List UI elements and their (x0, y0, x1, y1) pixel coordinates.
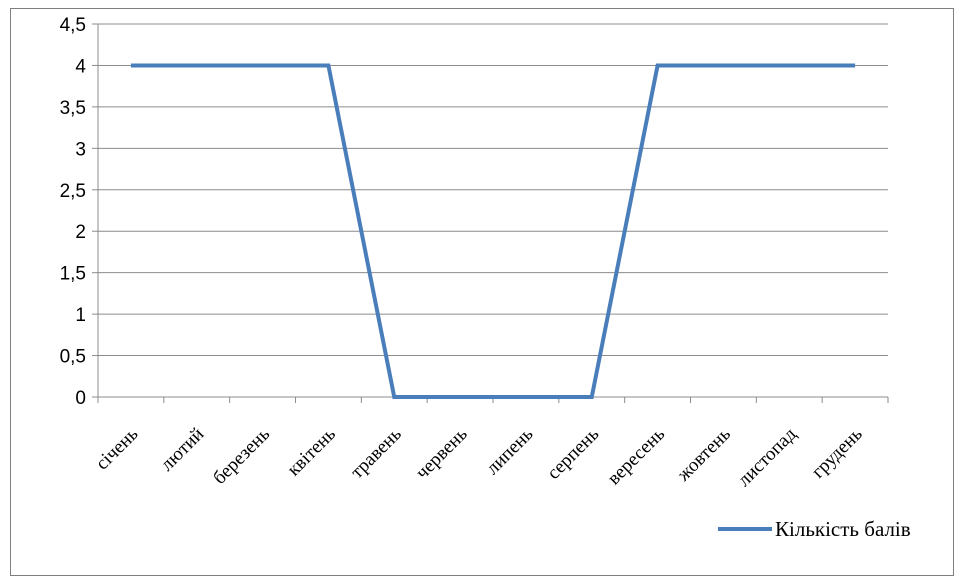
x-tick-label: березень (209, 423, 274, 488)
y-tick-label: 3 (75, 139, 86, 160)
y-tick-label: 0,5 (60, 347, 86, 368)
x-tick-label: грудень (808, 423, 867, 482)
x-tick-label: січень (92, 423, 143, 474)
y-tick-label: 0 (75, 388, 86, 409)
legend-label: Кількість балів (775, 517, 911, 541)
y-tick-label: 1 (75, 305, 86, 326)
y-tick-label: 1,5 (60, 264, 86, 285)
y-tick-label: 4 (75, 56, 86, 77)
y-tick-label: 3,5 (60, 98, 86, 119)
y-tick-label: 4,5 (60, 15, 86, 36)
x-tick-label: квітень (283, 423, 340, 480)
legend: Кількість балів (718, 517, 911, 541)
x-tick-label: травень (347, 423, 406, 482)
axes (92, 23, 889, 403)
y-tick-label: 2,5 (60, 181, 86, 202)
y-tick-label: 2 (75, 222, 86, 243)
x-axis-ticks: січень лютий березень квітень травень червень… (92, 423, 867, 490)
x-tick-label: жовтень (673, 423, 736, 486)
series-line (130, 63, 856, 399)
x-tick-label: вересень (604, 423, 670, 489)
x-tick-label: лютий (157, 424, 209, 476)
gridlines (98, 23, 888, 357)
x-tick-label: листопад (734, 423, 801, 490)
chart-frame (10, 8, 954, 576)
x-tick-label: серпень (543, 423, 603, 483)
x-tick-label: червень (412, 423, 472, 483)
y-axis-ticks: 0 0,5 1 1,5 2 2,5 3 3,5 4 4,5 (60, 15, 87, 409)
series-group (130, 63, 856, 399)
x-tick-label: липень (482, 423, 537, 478)
